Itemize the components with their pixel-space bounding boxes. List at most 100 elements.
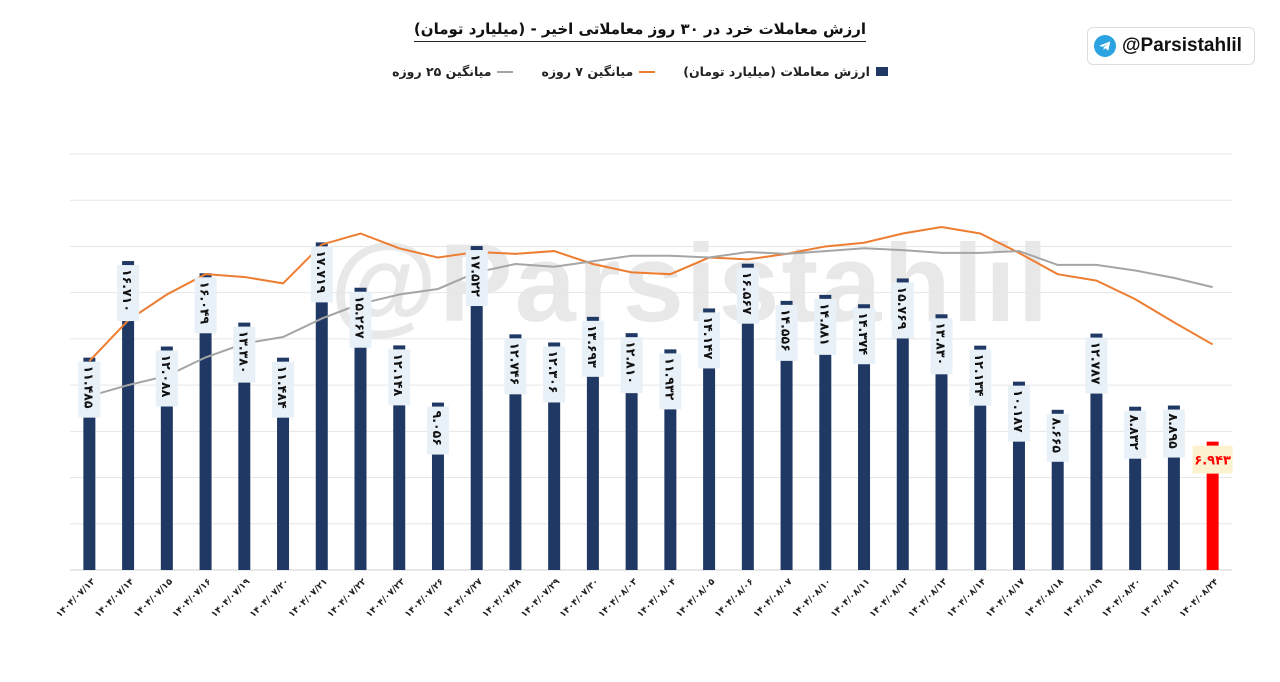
data-label: ۱۶.۷۱۰ bbox=[120, 269, 135, 312]
legend-item-ma7: میانگین ۷ روزه bbox=[541, 64, 656, 79]
data-label-box bbox=[930, 318, 953, 375]
x-tick-label: ۱۴۰۴/۰۸/۱۱ bbox=[829, 577, 872, 620]
bar bbox=[354, 287, 367, 570]
x-tick-label: ۱۴۰۴/۰۸/۰۶ bbox=[713, 577, 756, 620]
data-label-box bbox=[349, 291, 372, 348]
x-tick-label: ۱۴۰۴/۰۸/۲۰ bbox=[1100, 577, 1143, 620]
data-label-box bbox=[1046, 413, 1069, 462]
legend-swatch-ma25 bbox=[497, 70, 514, 73]
ma25-line bbox=[89, 247, 1213, 398]
data-label: ۱۵.۲۶۷ bbox=[353, 296, 368, 339]
data-label: ۱۳.۳۸۰ bbox=[236, 331, 251, 374]
data-label: ۸.۸۹۵ bbox=[1166, 414, 1181, 450]
bar bbox=[1206, 441, 1219, 570]
x-tick-label: ۱۴۰۴/۰۸/۱۳ bbox=[907, 577, 950, 620]
bar bbox=[935, 314, 948, 570]
x-tick-label: ۱۴۰۴/۰۸/۰۴ bbox=[636, 577, 679, 620]
x-tick-label: ۱۴۰۴/۰۸/۰۷ bbox=[752, 577, 795, 620]
data-label-box bbox=[78, 361, 101, 418]
x-tick-label: ۱۴۰۴/۰۸/۱۰ bbox=[791, 577, 834, 620]
data-label-box bbox=[1085, 337, 1108, 394]
data-label: ۱۲.۸۱۰ bbox=[624, 341, 639, 384]
x-tick-label: ۱۴۰۴/۰۸/۱۸ bbox=[1023, 577, 1066, 620]
data-label: ۱۰.۱۸۷ bbox=[1011, 390, 1026, 433]
legend: ارزش معاملات (میلیارد تومان) میانگین ۷ ر… bbox=[0, 64, 1280, 79]
bar bbox=[741, 263, 754, 570]
data-label: ۶.۹۴۳ bbox=[1194, 454, 1231, 469]
data-label: ۹.۰۵۶ bbox=[430, 411, 445, 446]
x-tick-label: ۱۴۰۴/۰۷/۱۵ bbox=[132, 577, 175, 620]
bar bbox=[199, 273, 212, 570]
bar bbox=[780, 300, 793, 570]
data-label-box bbox=[620, 337, 643, 394]
data-label-box bbox=[465, 250, 488, 307]
data-label-box bbox=[775, 304, 798, 361]
bar bbox=[703, 308, 716, 570]
data-label-box bbox=[1124, 410, 1147, 459]
bar bbox=[122, 261, 135, 570]
data-label: ۱۲.۷۴۶ bbox=[507, 342, 522, 385]
data-label-box bbox=[272, 361, 295, 418]
telegram-icon bbox=[1094, 35, 1116, 57]
legend-item-ma25: میانگین ۲۵ روزه bbox=[392, 64, 514, 79]
data-label-box bbox=[194, 277, 217, 334]
legend-swatch-bar bbox=[875, 67, 888, 76]
x-tick-label: ۱۴۰۴/۰۷/۱۶ bbox=[171, 577, 214, 620]
data-label-box bbox=[426, 406, 449, 455]
x-tick-label: ۱۴۰۴/۰۸/۱۹ bbox=[1062, 577, 1105, 620]
data-label-box bbox=[1162, 409, 1185, 458]
data-label: ۱۷.۵۲۲ bbox=[469, 254, 484, 297]
x-tick-label: ۱۴۰۴/۰۸/۱۲ bbox=[868, 577, 911, 620]
data-label-box bbox=[388, 349, 411, 406]
bar bbox=[896, 278, 909, 570]
data-label-box bbox=[504, 338, 527, 395]
x-tick-label: ۱۴۰۴/۰۷/۲۲ bbox=[326, 577, 369, 620]
x-tick-label: ۱۴۰۴/۰۷/۱۹ bbox=[210, 577, 253, 620]
x-tick-label: ۱۴۰۴/۰۷/۲۸ bbox=[481, 577, 524, 620]
x-tick-label: ۱۴۰۴/۰۷/۳۰ bbox=[558, 577, 601, 620]
x-tick-label: ۱۴۰۴/۰۷/۲۰ bbox=[248, 577, 291, 620]
x-tick-label: ۱۴۰۴/۰۷/۱۴ bbox=[93, 577, 136, 620]
data-label: ۱۴.۱۴۷ bbox=[701, 316, 716, 359]
data-label-box bbox=[233, 326, 256, 383]
data-label: ۱۳.۶۹۳ bbox=[585, 325, 600, 368]
bar bbox=[819, 294, 832, 570]
data-label: ۱۵.۷۶۹ bbox=[895, 286, 910, 329]
data-label: ۱۱.۴۸۴ bbox=[275, 366, 290, 409]
data-label: ۱۲.۳۰۶ bbox=[546, 350, 561, 393]
data-label-box bbox=[853, 308, 876, 365]
x-tick-label: ۱۴۰۴/۰۷/۲۳ bbox=[365, 577, 408, 620]
data-label: ۱۲.۷۸۷ bbox=[1088, 342, 1103, 385]
legend-label-ma7: میانگین ۷ روزه bbox=[541, 64, 634, 79]
data-label: ۱۳.۸۳۰ bbox=[934, 322, 949, 365]
x-tick-label: ۱۴۰۴/۰۷/۲۶ bbox=[403, 577, 446, 620]
data-label: ۱۴.۸۸۱ bbox=[817, 303, 832, 346]
data-label-box bbox=[969, 349, 992, 406]
data-label-box bbox=[117, 265, 140, 322]
ma7-line bbox=[88, 226, 1214, 362]
legend-item-bar: ارزش معاملات (میلیارد تومان) bbox=[683, 64, 888, 79]
data-label: ۱۲.۱۴۸ bbox=[391, 353, 406, 396]
data-label: ۱۷.۷۱۹ bbox=[314, 250, 329, 293]
data-label-box bbox=[698, 312, 721, 369]
data-label: ۱۶.۰۴۹ bbox=[198, 281, 213, 324]
data-label-box bbox=[581, 320, 604, 377]
data-label-box bbox=[155, 350, 178, 407]
x-tick-label: ۱۴۰۴/۰۸/۲۴ bbox=[1178, 577, 1221, 620]
data-label-box bbox=[543, 346, 566, 403]
chart-title-text: ارزش معاملات خرد در ۳۰ روز معاملاتی اخیر… bbox=[413, 20, 867, 42]
x-tick-label: ۱۴۰۴/۰۸/۰۳ bbox=[597, 577, 640, 620]
chart-title: ارزش معاملات خرد در ۳۰ روز معاملاتی اخیر… bbox=[0, 20, 1280, 42]
legend-label-ma25: میانگین ۲۵ روزه bbox=[392, 64, 492, 79]
legend-swatch-ma7 bbox=[639, 70, 656, 73]
data-label-box bbox=[310, 246, 333, 303]
legend-label-bar: ارزش معاملات (میلیارد تومان) bbox=[683, 64, 870, 79]
data-label: ۱۴.۳۷۴ bbox=[856, 312, 871, 355]
telegram-badge[interactable]: @Parsistahlil bbox=[1087, 27, 1255, 65]
data-label: ۱۲.۰۸۸ bbox=[159, 355, 174, 398]
data-label-box bbox=[814, 298, 837, 355]
bar bbox=[470, 246, 483, 570]
x-tick-label: ۱۴۰۴/۰۸/۲۱ bbox=[1139, 577, 1182, 620]
telegram-handle: @Parsistahlil bbox=[1122, 35, 1242, 56]
